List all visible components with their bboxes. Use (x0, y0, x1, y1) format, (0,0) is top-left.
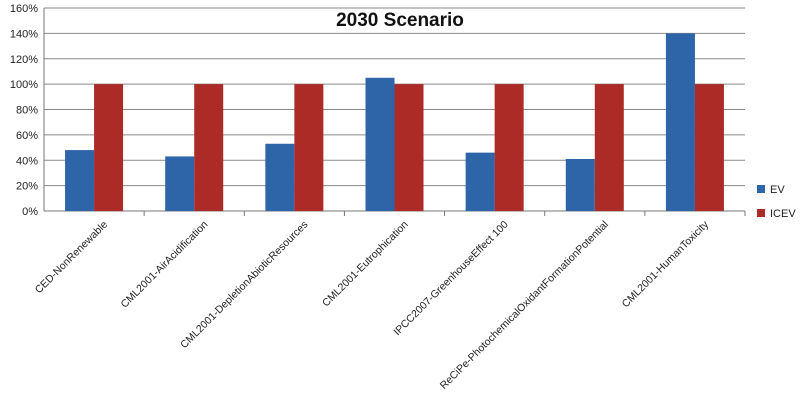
y-tick-label: 120% (10, 54, 38, 66)
bar-icev-3 (394, 84, 424, 211)
legend-label-ev: EV (770, 184, 785, 196)
x-tick-label: CML2001-HumanToxicity (620, 218, 712, 310)
y-tick-label: 100% (10, 79, 38, 91)
y-tick-labels: 0% 20% 40% 60% 80% 100% 120% 140% 160% (10, 3, 38, 218)
y-tick-label: 80% (16, 105, 38, 117)
bar-ev-5 (565, 158, 595, 211)
y-tick-label: 20% (16, 181, 38, 193)
bar-ev-1 (165, 156, 195, 211)
x-tick-label: IPCC2007-GreenhouseEffect 100 (391, 219, 510, 338)
y-tick-label: 140% (10, 28, 38, 40)
bar-icev-0 (94, 84, 124, 211)
x-tick-label: ReCiPe-PhotochemicalOxidantFormationPote… (438, 219, 611, 392)
bar-icev-2 (294, 84, 324, 211)
x-tick-labels: CED-NonRenewable CML2001-AirAcidification… (33, 218, 712, 392)
bar-ev-6 (665, 33, 695, 211)
legend-swatch-icev (757, 209, 765, 217)
bar-ev-0 (65, 150, 95, 211)
bar-icev-4 (494, 84, 524, 211)
bar-icev-5 (594, 84, 624, 211)
legend-swatch-ev (757, 185, 765, 193)
bar-ev-2 (265, 143, 295, 211)
y-tick-label: 60% (16, 130, 38, 142)
bar-ev-3 (365, 77, 395, 211)
bar-icev-6 (694, 84, 724, 211)
bar-icev-1 (194, 84, 224, 211)
x-tick-label: CML2001-AirAcidification (118, 219, 210, 311)
x-tick-label: CED-NonRenewable (33, 219, 111, 297)
x-tick-label: CML2001-Eutrophication (320, 219, 411, 310)
y-tick-label: 0% (22, 206, 38, 218)
chart-title: 2030 Scenario (336, 10, 464, 31)
y-tick-label: 160% (10, 3, 38, 15)
bar-ev-4 (465, 152, 495, 211)
bars (65, 33, 724, 211)
legend: EV ICEV (757, 184, 796, 220)
y-tick-label: 40% (16, 155, 38, 167)
legend-label-icev: ICEV (770, 208, 796, 220)
